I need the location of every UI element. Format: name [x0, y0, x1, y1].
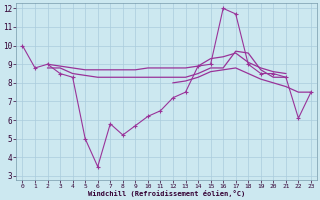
X-axis label: Windchill (Refroidissement éolien,°C): Windchill (Refroidissement éolien,°C)	[88, 190, 245, 197]
